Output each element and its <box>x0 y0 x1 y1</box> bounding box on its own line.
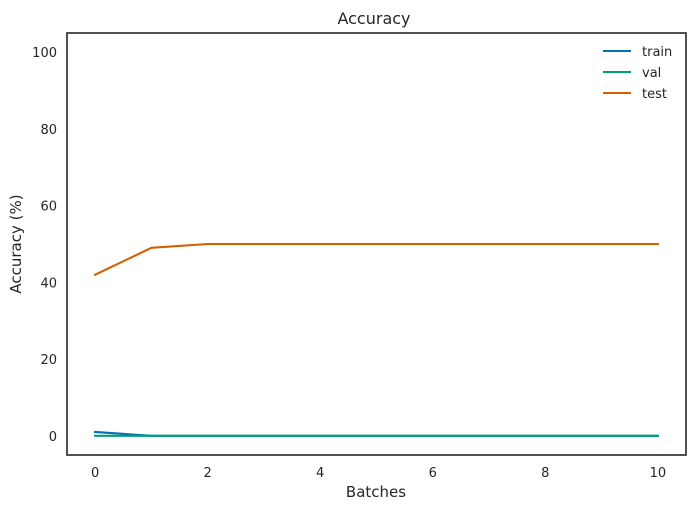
series-line-test <box>93 242 659 277</box>
y-axis-label: Accuracy (%) <box>7 194 25 293</box>
y-tick-label: 100 <box>32 46 57 61</box>
legend-label-val: val <box>642 66 661 81</box>
legend: train val test <box>603 45 672 102</box>
x-tick-label: 10 <box>650 466 667 481</box>
x-tick-label: 8 <box>541 466 549 481</box>
y-tick-label: 80 <box>40 123 57 138</box>
x-axis-label: Batches <box>346 483 406 501</box>
x-tick-label: 2 <box>204 466 212 481</box>
y-tick-label: 40 <box>40 276 57 291</box>
y-tick-label: 0 <box>49 430 57 445</box>
legend-label-test: test <box>642 87 667 102</box>
y-tick-label: 20 <box>40 353 57 368</box>
legend-label-train: train <box>642 45 672 60</box>
x-tick-label: 6 <box>429 466 437 481</box>
series-layer <box>93 242 659 437</box>
x-tick-label: 0 <box>91 466 99 481</box>
x-tick-label: 4 <box>316 466 324 481</box>
chart-title: Accuracy <box>337 9 410 28</box>
plot-frame <box>66 32 687 456</box>
y-tick-label: 60 <box>40 200 57 215</box>
